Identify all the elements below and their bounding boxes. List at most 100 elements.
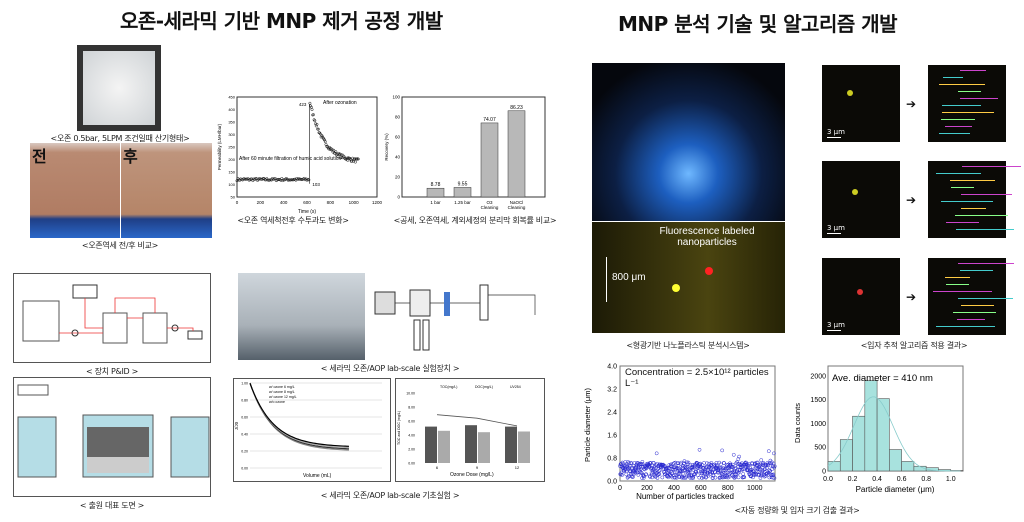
data-point xyxy=(763,467,768,471)
data-point xyxy=(631,475,635,479)
data-point xyxy=(630,468,635,473)
data-point xyxy=(741,472,746,476)
data-point xyxy=(673,460,678,465)
data-point xyxy=(307,178,311,182)
data-point xyxy=(723,470,728,475)
tick-label: 100 xyxy=(228,182,235,187)
category-label: NaOCl Cleaning xyxy=(508,200,526,210)
data-point xyxy=(332,148,336,152)
tick-label: 3.2 xyxy=(607,387,617,394)
tick-label: 4.00 xyxy=(408,434,415,438)
scale-bar-label: 3 μm xyxy=(827,128,845,136)
tick-label: 1.00 xyxy=(241,382,248,386)
tick-label: 400 xyxy=(280,200,288,205)
caption-auto-quant: <자동 정량화 및 입자 크기 검출 결과> xyxy=(734,506,860,515)
tick-label: 450 xyxy=(228,95,235,100)
data-point xyxy=(315,122,319,126)
data-point xyxy=(668,463,673,468)
data-point xyxy=(717,466,721,471)
data-point xyxy=(337,151,341,155)
diameter-histogram: 0 500 1000 1500 2000 0.0 0.2 0.4 0.6 0.8 1.0 Ave. … xyxy=(793,365,964,494)
before-photo: 전 xyxy=(30,143,120,238)
category-label: 1.25 bar xyxy=(454,200,471,205)
data-point xyxy=(766,449,771,453)
tick-label: 250 xyxy=(228,145,235,150)
legend-entry: w/o ozone xyxy=(269,400,285,404)
histogram-bar xyxy=(827,461,841,472)
data-point xyxy=(722,461,726,465)
tick-label: 0.0 xyxy=(823,476,833,483)
data-point xyxy=(676,463,681,468)
histogram-bar xyxy=(901,461,915,472)
tracking-tracked-image xyxy=(928,258,1015,335)
label-423: 423 xyxy=(299,102,307,107)
data-point xyxy=(727,468,731,473)
caption-aeration: <오존 0.5bar, 5LPM 조건일때 산기형태> xyxy=(50,134,190,143)
tick-label: 800 xyxy=(722,485,734,492)
data-point xyxy=(746,468,750,473)
data-point xyxy=(697,475,702,480)
data-point xyxy=(677,475,682,479)
data-point xyxy=(701,475,706,480)
data-point xyxy=(768,469,772,473)
data-point xyxy=(298,177,301,181)
data-point xyxy=(772,464,777,469)
data-point xyxy=(675,471,679,476)
data-point xyxy=(722,468,727,473)
tick-label: 1.0 xyxy=(946,476,956,483)
data-point xyxy=(620,473,625,477)
data-point xyxy=(618,464,622,468)
data-point xyxy=(311,113,315,117)
data-point xyxy=(742,475,747,480)
data-point xyxy=(770,473,775,477)
caption-before-after: <오존역세 전/후 비교> xyxy=(81,241,159,250)
data-label: 9.55 xyxy=(458,181,468,187)
data-point xyxy=(633,467,638,472)
data-point xyxy=(704,474,709,479)
recovery-chart: 0 20 40 60 80 100 8.78 1 bar 9.55 1.25 bar 74.07 O3… xyxy=(384,95,546,210)
bar-doc xyxy=(478,432,490,463)
bar-toc xyxy=(425,426,437,463)
tick-label: 1.6 xyxy=(607,433,617,440)
x-label: Particle diameter (μm) xyxy=(856,485,935,494)
bar xyxy=(507,110,526,198)
data-point xyxy=(720,448,725,453)
tick-label: 80 xyxy=(395,115,401,120)
tick-label: 0 xyxy=(822,469,826,476)
data-point xyxy=(772,451,776,456)
y-label: J/J0 xyxy=(234,421,239,430)
series-line xyxy=(249,383,350,447)
data-point xyxy=(653,470,657,474)
data-point xyxy=(732,466,737,471)
data-point xyxy=(650,475,654,480)
uv-line xyxy=(436,414,518,427)
tick-label: 1000 xyxy=(810,421,826,428)
data-point xyxy=(654,451,659,456)
data-point xyxy=(632,461,637,465)
data-point xyxy=(334,150,338,154)
bar xyxy=(453,187,472,198)
data-point xyxy=(242,177,245,181)
data-point xyxy=(353,160,357,164)
bar xyxy=(426,187,445,198)
tick-label: 0 xyxy=(236,200,239,205)
caption-tracking: <입자 추적 알고리즘 적용 결과> xyxy=(860,341,968,350)
tick-label: 1000 xyxy=(349,200,360,205)
data-point xyxy=(308,101,312,105)
data-point xyxy=(718,462,723,467)
data-point xyxy=(336,154,340,158)
data-point xyxy=(261,177,265,180)
data-point xyxy=(711,473,716,478)
before-label: 전 xyxy=(32,147,47,166)
fit-curve xyxy=(827,396,961,472)
data-point xyxy=(651,461,656,465)
x-label: Volume (mL) xyxy=(303,473,332,479)
histogram-bar xyxy=(876,398,890,472)
caption-permeability: <오존 역세척전후 수투과도 변화> xyxy=(237,216,349,225)
legend-entry: w/ ozone 12 mg/L xyxy=(269,395,297,399)
data-point xyxy=(767,475,772,480)
legend-entry: w/ ozone 6 mg/L xyxy=(269,385,295,389)
tracking-input-image: 3 μm xyxy=(822,258,900,335)
label-103: 103 xyxy=(312,182,320,187)
data-point xyxy=(744,460,749,465)
